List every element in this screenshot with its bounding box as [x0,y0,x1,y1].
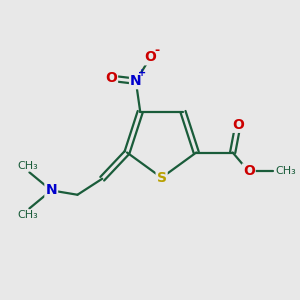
Text: CH₃: CH₃ [18,161,38,171]
Text: N: N [130,74,142,88]
Text: S: S [157,171,166,185]
Text: O: O [145,50,156,64]
Text: N: N [45,183,57,197]
Text: -: - [154,44,159,56]
Text: O: O [243,164,255,178]
Text: CH₃: CH₃ [275,167,296,176]
Text: O: O [232,118,244,132]
Text: CH₃: CH₃ [18,210,38,220]
Text: +: + [138,68,146,78]
Text: O: O [105,71,117,85]
